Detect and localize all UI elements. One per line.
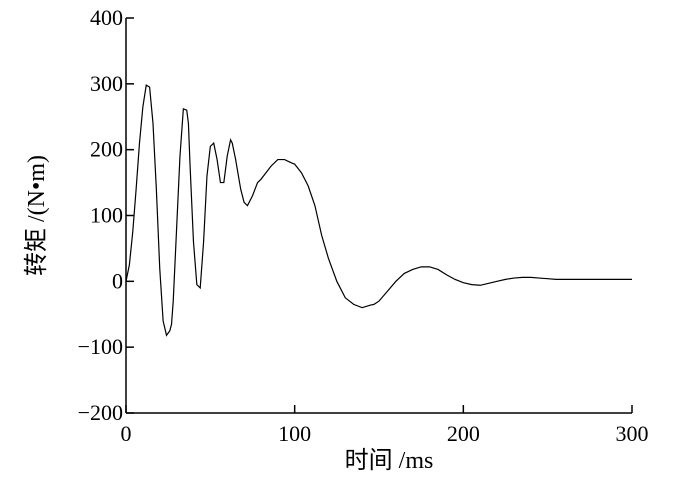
series-line-torque [125, 84, 632, 337]
y-tick-label: 300 [90, 71, 123, 96]
y-tick-label: −200 [78, 400, 123, 425]
y-tick-label: 400 [90, 5, 123, 30]
x-tick-label: 0 [121, 421, 132, 446]
y-tick-label: 100 [90, 203, 123, 228]
x-tick-label: 200 [447, 421, 480, 446]
axes [125, 18, 632, 414]
y-ticks: −200 −100 0 100 200 300 400 [78, 5, 134, 425]
y-tick-label: −100 [78, 334, 123, 359]
x-ticks: 0 100 200 300 [121, 405, 649, 446]
x-tick-label: 300 [616, 421, 649, 446]
y-tick-label: 0 [112, 268, 123, 293]
x-axis-title: 时间 /ms [345, 447, 434, 474]
y-axis-title: 转矩 /(N•m) [23, 155, 50, 276]
x-tick-label: 100 [278, 421, 311, 446]
y-tick-label: 200 [90, 137, 123, 162]
